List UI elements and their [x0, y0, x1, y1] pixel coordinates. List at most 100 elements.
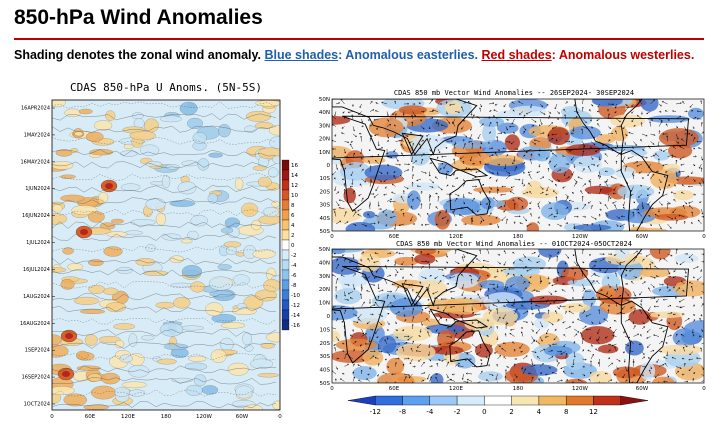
- wind-vector: [488, 177, 492, 180]
- wind-vector: [381, 101, 388, 105]
- wind-vector: [689, 351, 694, 356]
- westerly-anomaly-shading: [494, 341, 530, 357]
- wind-vector-head: [570, 372, 573, 375]
- colorbar-label: 12: [589, 408, 598, 416]
- wind-vector: [548, 207, 553, 210]
- easterly-anomaly-shading: [409, 135, 447, 153]
- wind-vector: [452, 121, 456, 127]
- wind-vector-head: [635, 143, 637, 146]
- wind-vector-head: [570, 158, 573, 161]
- wind-vector-head: [556, 255, 559, 258]
- map-lat-label: 50N: [319, 247, 330, 253]
- wind-vector-head: [628, 269, 631, 272]
- wind-vector: [553, 336, 558, 340]
- wind-vector: [366, 321, 371, 324]
- wind-vector-head: [570, 149, 573, 151]
- wind-vector-head: [432, 181, 435, 184]
- wind-vector-head: [662, 330, 665, 333]
- wind-vector: [548, 343, 551, 347]
- wind-vector-head: [692, 127, 695, 130]
- wind-vector-head: [378, 385, 379, 386]
- wind-vector-head: [353, 288, 356, 291]
- wind-vector: [630, 306, 634, 309]
- wind-vector-head: [619, 263, 622, 266]
- red-shades-link[interactable]: Red shades: [481, 48, 552, 62]
- wind-vector-head: [582, 150, 585, 153]
- wind-vector-head: [561, 289, 564, 291]
- wind-vector-head: [619, 311, 622, 314]
- wind-vector-head: [533, 339, 536, 342]
- wind-vector-head: [526, 224, 528, 227]
- wind-vector-head: [340, 132, 343, 135]
- wind-vector-head: [627, 344, 630, 347]
- hovmoller-anomaly-patch: [181, 160, 199, 167]
- map-lon-label: 60W: [636, 234, 649, 240]
- wind-vector-head: [507, 366, 510, 368]
- wind-vector-head: [571, 286, 574, 289]
- wind-vector: [426, 133, 430, 137]
- wind-vector-head: [385, 386, 386, 387]
- south-america-outline: [620, 300, 669, 383]
- wind-vector-head: [386, 172, 389, 175]
- wind-vector-head: [368, 340, 371, 343]
- wind-vector-head: [672, 211, 675, 214]
- wind-vector-head: [558, 180, 560, 182]
- wind-vector-head: [462, 196, 465, 199]
- wind-vector: [692, 163, 696, 167]
- wind-vector-head: [426, 318, 428, 320]
- wind-vector-head: [512, 341, 514, 344]
- wind-vector-head: [479, 107, 481, 110]
- wind-vector-head: [654, 153, 657, 156]
- wind-vector-head: [349, 185, 352, 188]
- easterly-anomaly-shading: [565, 352, 585, 371]
- wind-vector-head: [465, 264, 468, 266]
- easterly-anomaly-shading: [478, 280, 505, 290]
- wind-vector-head: [654, 213, 657, 216]
- hovmoller-colorbar-swatch: [281, 159, 290, 171]
- wind-vector: [521, 366, 524, 370]
- wind-vector-head: [616, 288, 619, 291]
- wind-vector: [539, 176, 545, 180]
- wind-vector-head: [469, 274, 471, 277]
- wind-vector: [665, 123, 668, 127]
- wind-vector: [531, 351, 537, 353]
- wind-vector-head: [701, 330, 704, 332]
- wind-vector: [400, 196, 405, 202]
- wind-vector: [393, 148, 396, 153]
- wind-vector: [335, 102, 340, 105]
- wind-vector-head: [389, 216, 392, 219]
- colorbar-label: -2: [454, 408, 461, 416]
- wind-vector-head: [596, 280, 599, 283]
- wind-vector-head: [416, 304, 418, 307]
- wind-vector: [395, 286, 399, 292]
- wind-vector: [582, 99, 584, 105]
- wind-vector: [411, 206, 413, 210]
- wind-vector-head: [629, 350, 631, 352]
- wind-vector: [650, 366, 652, 369]
- wind-vector-head: [577, 379, 580, 381]
- wind-vector-head: [583, 144, 585, 147]
- wind-vector-head: [619, 267, 622, 270]
- wind-vector-head: [661, 340, 663, 343]
- wind-vector-head: [488, 190, 491, 193]
- wind-vector: [539, 132, 545, 135]
- easterly-anomaly-shading: [407, 182, 440, 191]
- wind-vector: [612, 201, 617, 204]
- wind-vector-head: [630, 306, 632, 309]
- wind-vector-head: [686, 380, 689, 383]
- blue-shades-link[interactable]: Blue shades: [264, 48, 339, 62]
- wind-vector-head: [450, 336, 453, 339]
- wind-vector-head: [486, 335, 489, 337]
- wind-vector: [689, 281, 694, 285]
- wind-vector-head: [691, 109, 693, 112]
- wind-vector-head: [354, 273, 356, 275]
- wind-vector-head: [538, 378, 541, 381]
- westerly-anomaly-shading: [598, 344, 619, 354]
- wind-vector-head: [670, 191, 673, 194]
- wind-vector: [530, 103, 532, 108]
- hovmoller-colorbar-swatch: [281, 239, 290, 251]
- wind-vector-head: [562, 283, 564, 285]
- map-lon-label: 0: [330, 234, 334, 240]
- hovmoller-anomaly-patch: [52, 204, 63, 213]
- wind-vector-head: [465, 167, 468, 170]
